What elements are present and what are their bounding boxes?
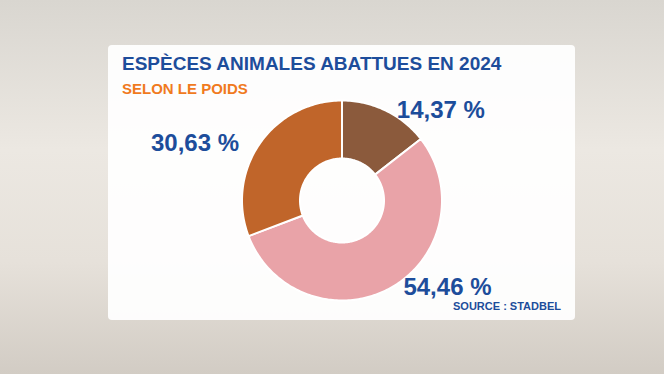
html-text:SOURCE : STADBEL: SOURCE : STADBEL xyxy=(453,300,561,312)
html-text:SELON LE POIDS: SELON LE POIDS xyxy=(122,80,248,97)
svg-text:14,37 %: 14,37 % xyxy=(397,96,485,123)
svg-text:54,46 %: 54,46 % xyxy=(403,273,491,300)
svg-text:30,63 %: 30,63 % xyxy=(151,129,239,156)
html-text:ESPÈCES ANIMALES ABATTUES EN 2: ESPÈCES ANIMALES ABATTUES EN 2024 xyxy=(122,53,502,74)
